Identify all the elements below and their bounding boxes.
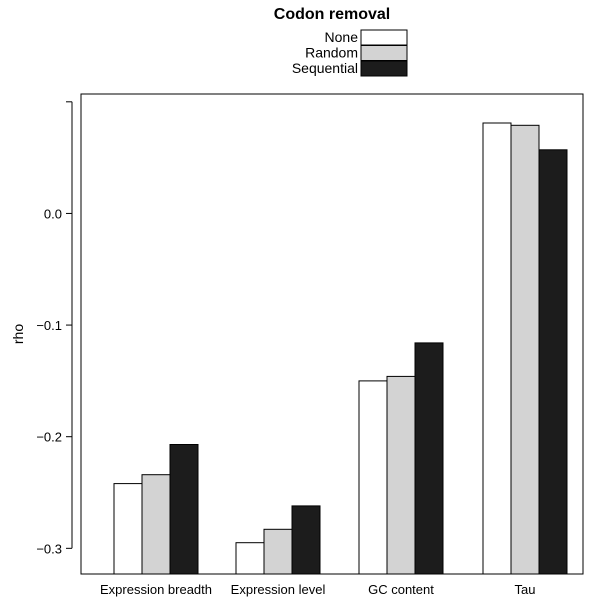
legend-title: Codon removal <box>274 6 390 23</box>
x-category-label: GC content <box>368 582 434 597</box>
bar-none-tau <box>482 122 512 575</box>
y-axis-label: rho <box>10 324 26 344</box>
plot-frame <box>80 93 584 575</box>
x-category-label: Tau <box>515 582 536 597</box>
bar-random-expression-breadth <box>141 474 171 575</box>
x-axis-categories: Expression breadth Expression level GC con… <box>100 582 535 597</box>
y-tick-label: 0.0 <box>44 206 62 221</box>
legend-swatch-sequential <box>360 60 408 77</box>
bar-none-expression-breadth <box>113 483 143 575</box>
legend-label-none: None <box>325 29 359 45</box>
bar-sequential-expression-breadth <box>169 444 199 575</box>
bar-random-gc-content <box>386 375 416 575</box>
y-tick-label: −0.1 <box>36 318 62 333</box>
legend-swatch-random <box>360 45 408 61</box>
legend-label-sequential: Sequential <box>292 60 358 76</box>
legend-swatch-none <box>360 29 408 46</box>
bar-sequential-tau <box>538 149 568 575</box>
bar-none-expression-level <box>235 542 265 575</box>
bar-none-gc-content <box>358 380 388 575</box>
y-tick-label: −0.3 <box>36 541 62 556</box>
bar-random-tau <box>510 124 540 575</box>
bar-sequential-expression-level <box>291 505 321 575</box>
bar-sequential-gc-content <box>414 342 444 575</box>
bars-group <box>113 122 568 575</box>
y-axis: −0.3 −0.2 −0.1 0.0 <box>36 101 73 556</box>
y-tick-label: −0.2 <box>36 430 62 445</box>
legend-label-random: Random <box>305 45 358 61</box>
x-category-label: Expression level <box>231 582 326 597</box>
x-category-label: Expression breadth <box>100 582 212 597</box>
bar-random-expression-level <box>263 528 293 575</box>
